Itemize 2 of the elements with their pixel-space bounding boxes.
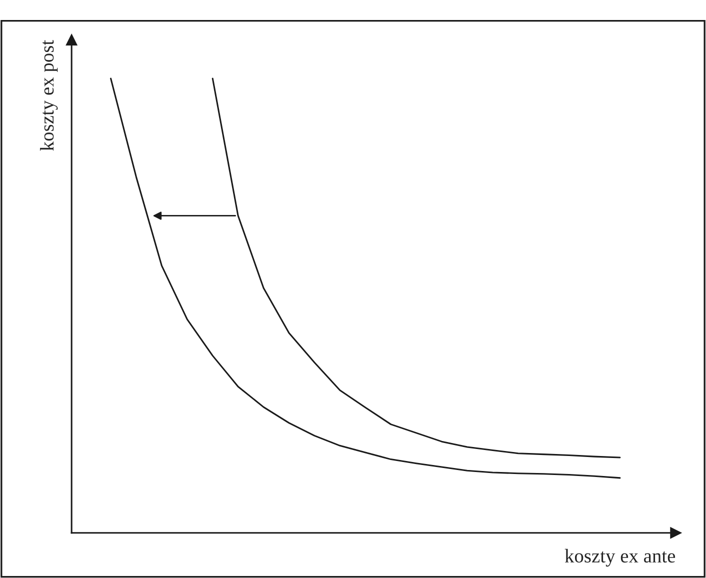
x-axis-title: koszty ex ante — [564, 548, 676, 567]
y-axis-title: koszty ex post — [40, 40, 58, 151]
